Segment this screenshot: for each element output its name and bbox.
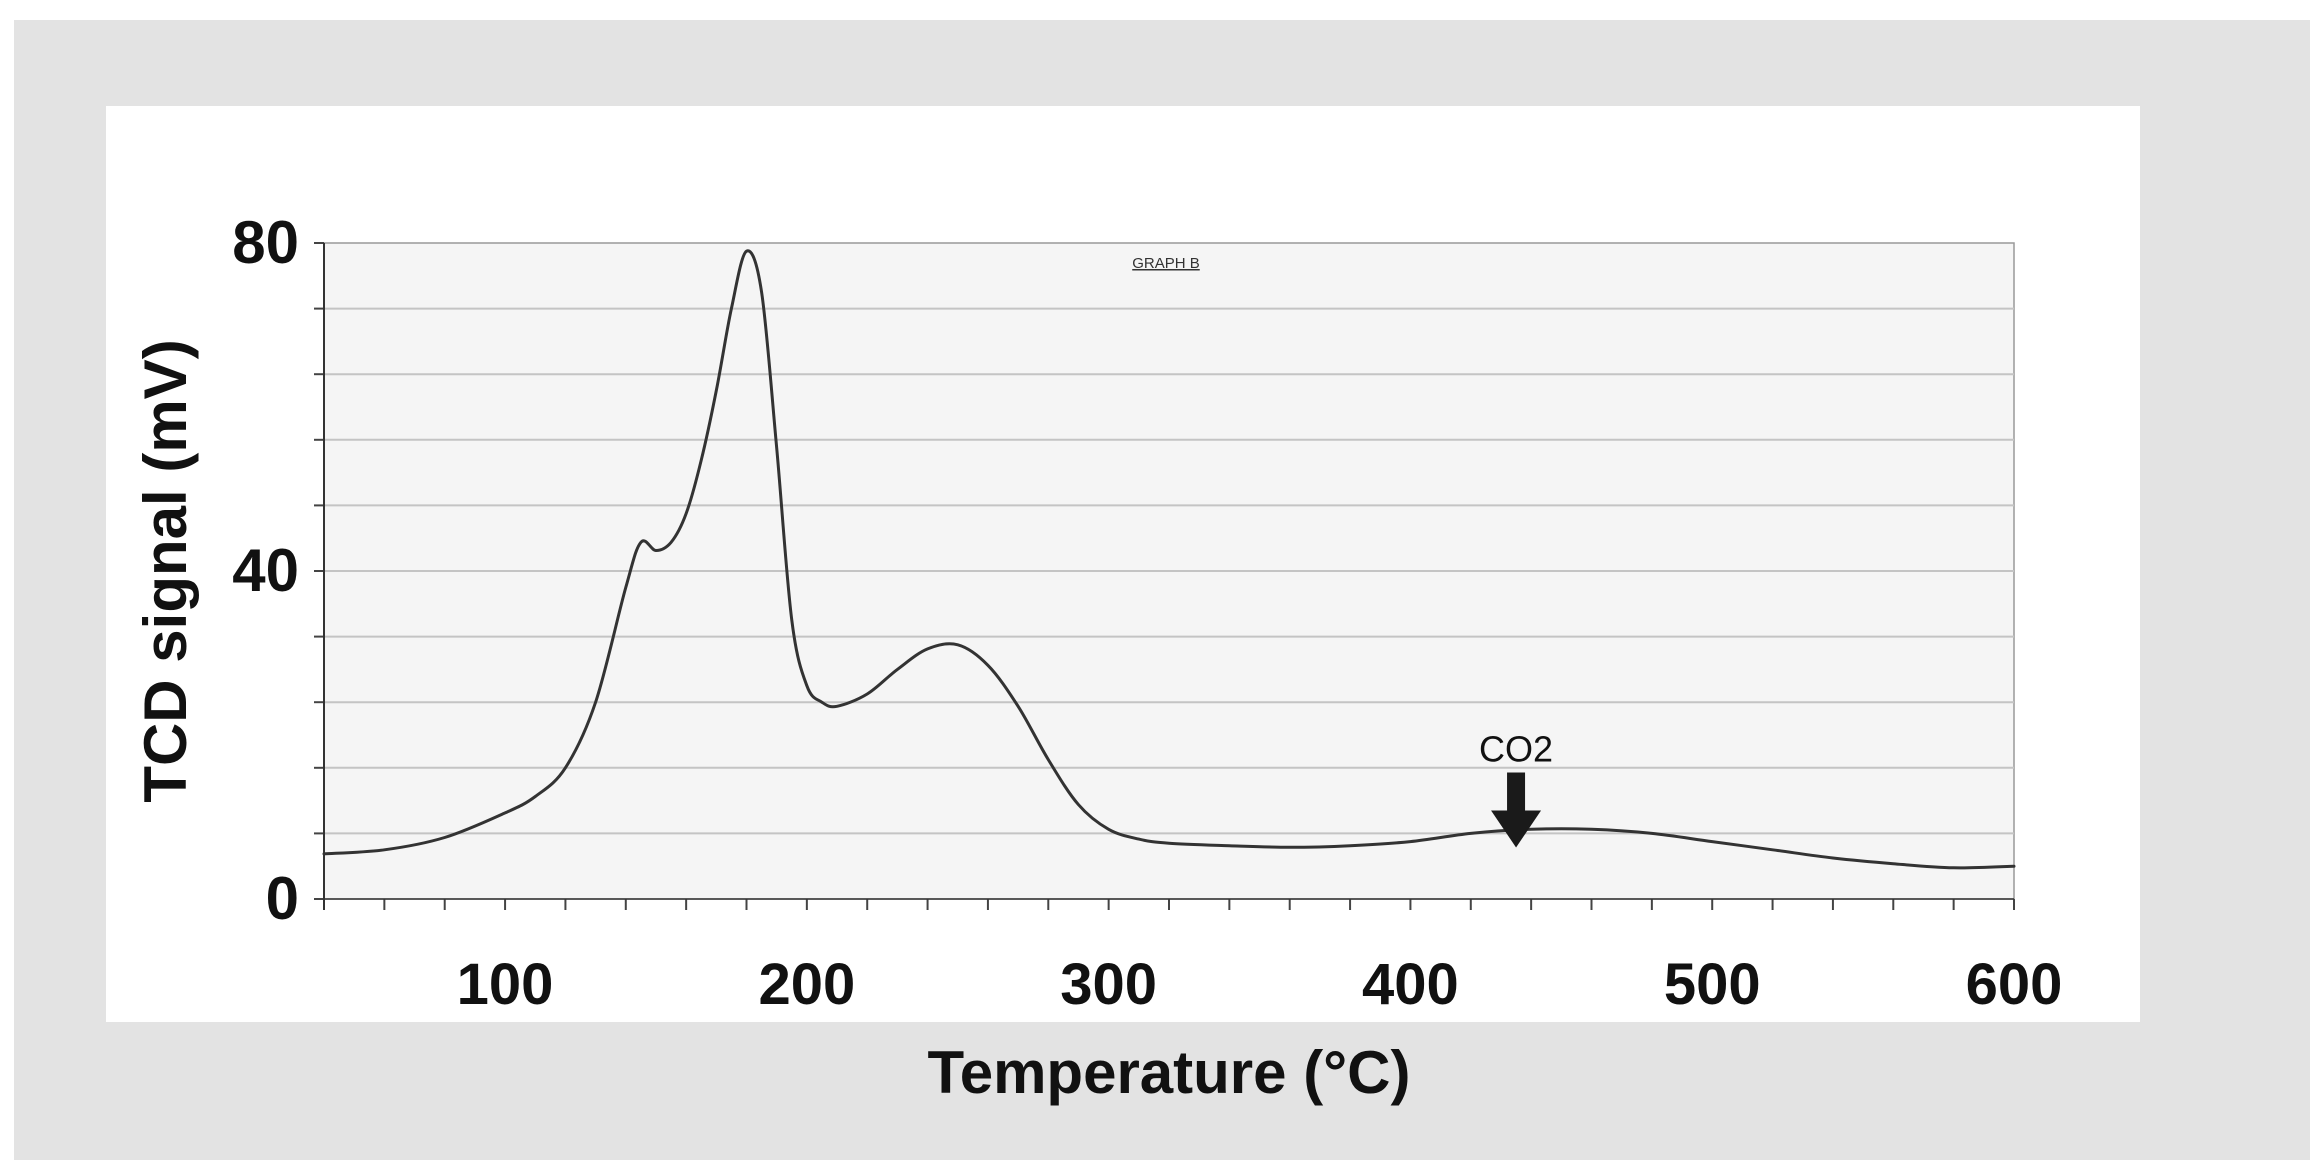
figure-frame: 100 200 300 400 500 600 0 40 80 GRAPH B CO2 TCD… (14, 20, 2310, 1160)
y-axis-title: TCD signal (mV) (132, 339, 199, 802)
x-tick-label: 600 (1966, 952, 2063, 1017)
x-axis-title: Temperature (°C) (928, 1039, 1411, 1106)
y-tick-labels: 0 40 80 (232, 209, 299, 932)
arrow-shaft (1507, 772, 1526, 813)
annotation-label: CO2 (1479, 729, 1553, 770)
chart-title: GRAPH B (1132, 255, 1200, 272)
y-tick-label: 40 (232, 537, 299, 604)
x-tick-label: 400 (1362, 952, 1459, 1017)
x-tick-label: 200 (758, 952, 855, 1017)
y-tick-label: 80 (232, 209, 299, 276)
tcd-signal-line (322, 249, 2016, 870)
y-tick-label: 0 (266, 865, 299, 932)
down-arrow-icon (1491, 810, 1542, 848)
annotations: CO2 (1479, 729, 1553, 848)
tcd-chart: 100 200 300 400 500 600 0 40 80 GRAPH B CO2 TCD… (106, 106, 2140, 1106)
x-tick-label: 300 (1060, 952, 1157, 1017)
x-tick-label: 100 (457, 952, 554, 1017)
axis-ticks (314, 242, 2015, 910)
gridlines (324, 307, 2014, 835)
x-tick-label: 500 (1664, 952, 1761, 1017)
x-tick-labels: 100 200 300 400 500 600 (457, 952, 2063, 1017)
